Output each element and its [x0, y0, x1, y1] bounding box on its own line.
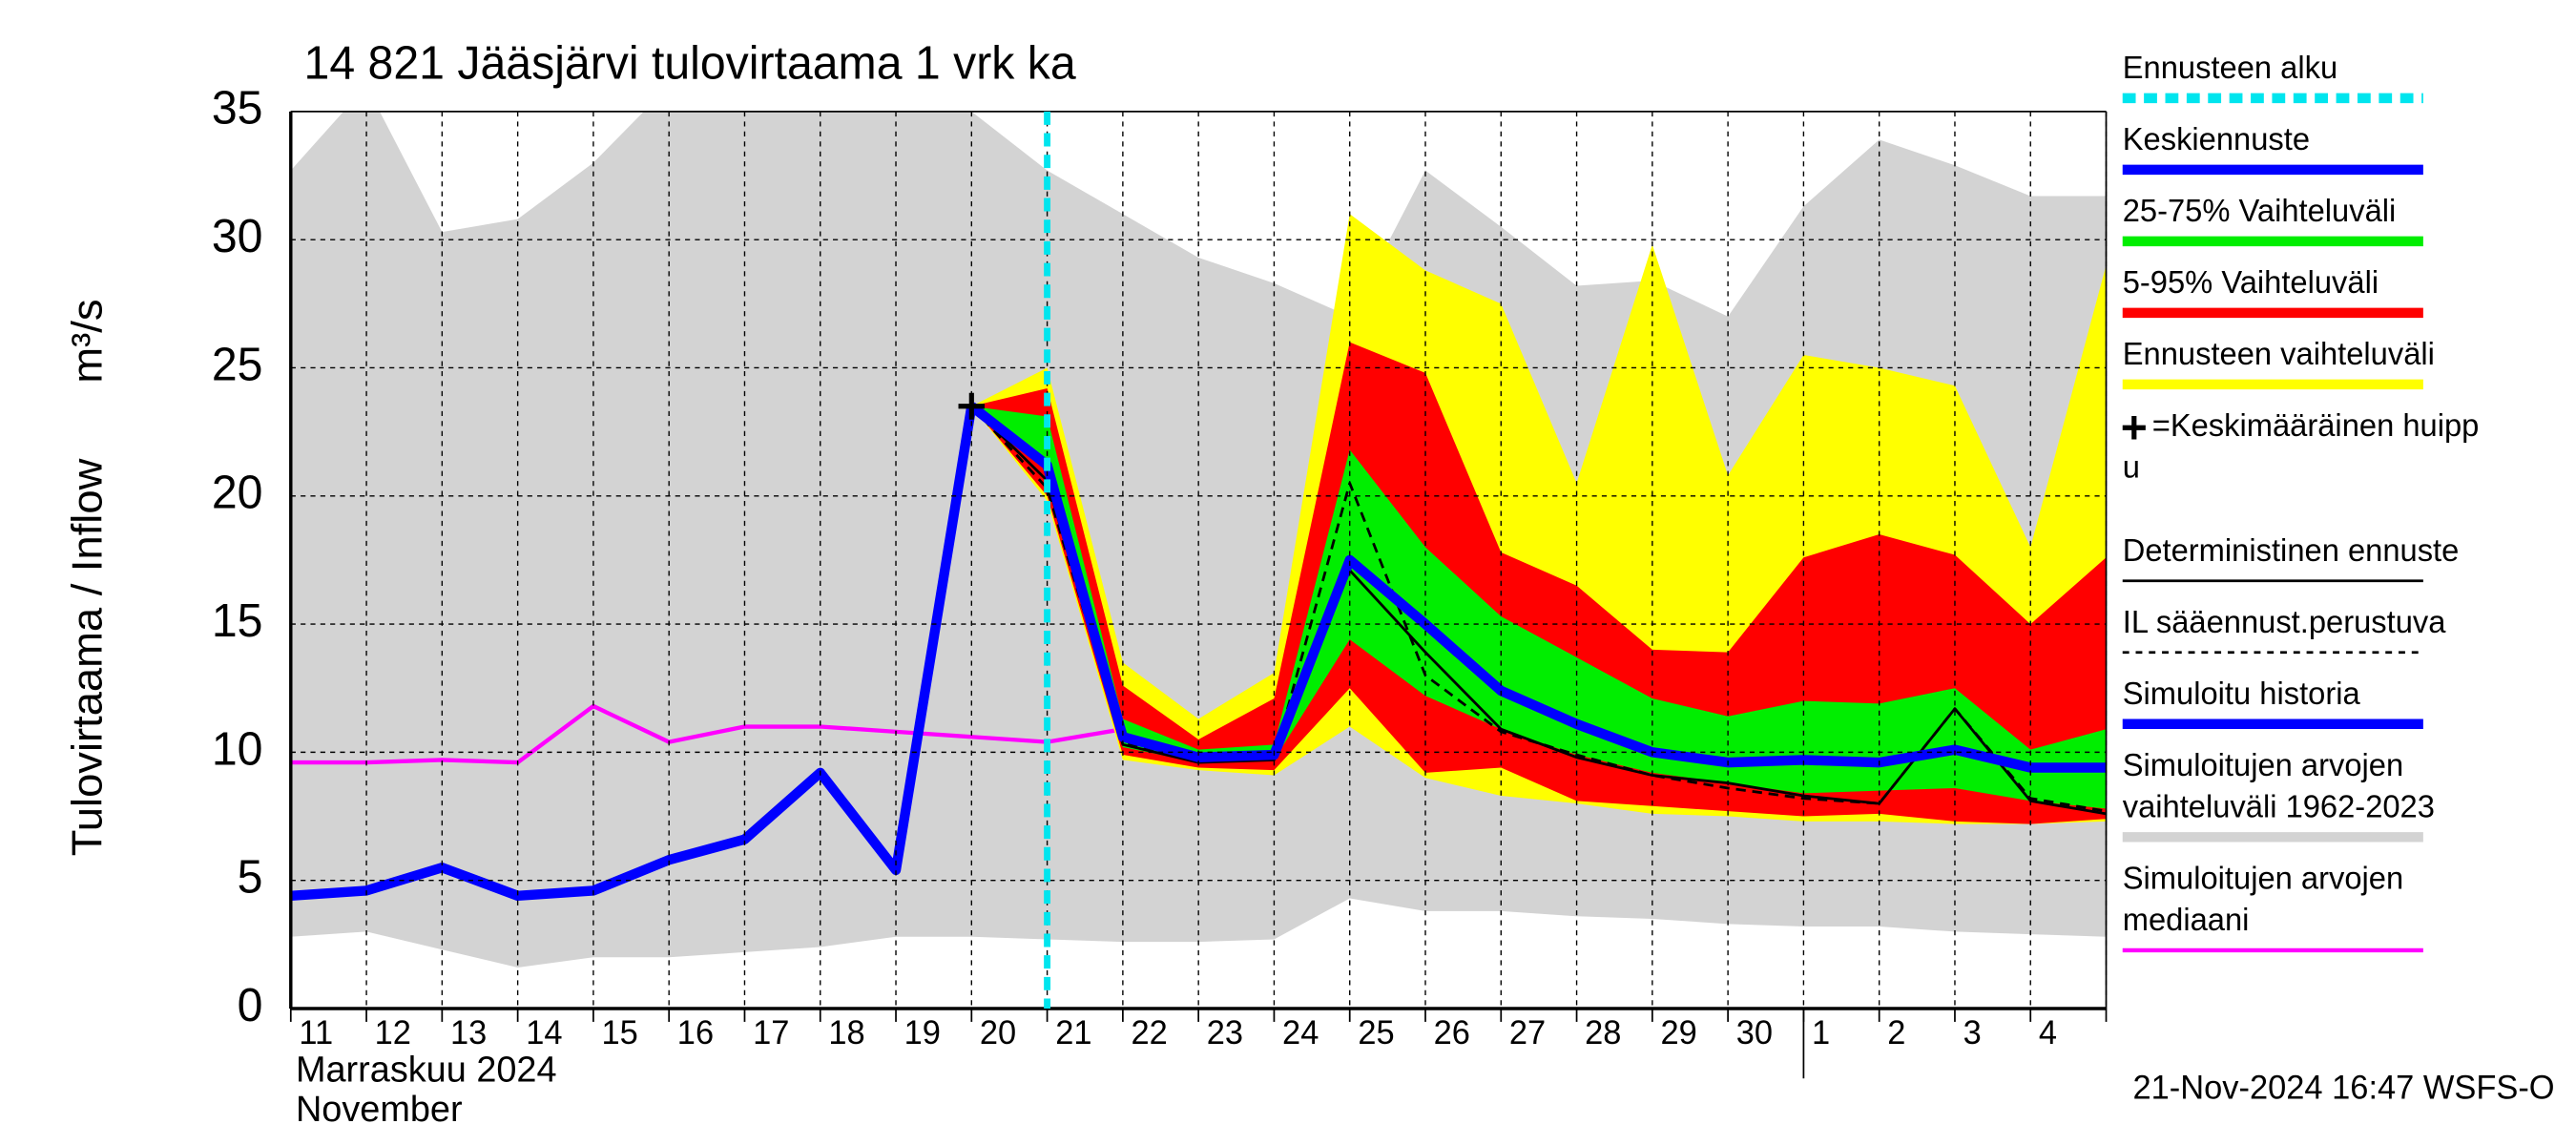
x-tick-label: 4	[2039, 1015, 2057, 1051]
x-tick-label: 13	[450, 1015, 487, 1051]
y-tick-label: 30	[212, 211, 263, 262]
peak-marker	[958, 392, 986, 420]
chart-title: 14 821 Jääsjärvi tulovirtaama 1 vrk ka	[304, 37, 1076, 89]
x-tick-label: 29	[1660, 1015, 1696, 1051]
x-tick-label: 12	[375, 1015, 411, 1051]
x-tick-label: 28	[1585, 1015, 1621, 1051]
series-line	[290, 405, 977, 902]
series-line	[968, 402, 2107, 773]
x-tick-label: 30	[1736, 1015, 1773, 1051]
legend: Ennusteen alku Keskiennuste 25-75% Vaihtel…	[2122, 50, 2480, 953]
x-tick-label: 22	[1131, 1015, 1167, 1051]
x-tick-label: 19	[904, 1015, 941, 1051]
x-tick-label: 11	[299, 1015, 333, 1051]
y-tick-label: 5	[238, 851, 263, 903]
x-tick-label: 3	[1963, 1015, 1982, 1051]
x-tick-label: 14	[526, 1015, 562, 1051]
x-tick-label: 17	[753, 1015, 789, 1051]
y-tick-label: 25	[212, 339, 263, 390]
legend-label: 5-95% Vaihteluväli	[2123, 264, 2379, 300]
y-tick-label: 0	[238, 980, 263, 1031]
x-tick-label: 15	[602, 1015, 638, 1051]
legend-label: Keskiennuste	[2123, 121, 2310, 156]
legend-label: Ennusteen alku	[2123, 50, 2337, 85]
legend-label: mediaani	[2123, 902, 2250, 937]
legend-label: Simuloitujen arvojen	[2123, 747, 2403, 782]
x-tick-label: 21	[1055, 1015, 1091, 1051]
legend-label: IL sääennust.perustuva	[2123, 604, 2446, 639]
y-axis-unit: m³/s	[63, 299, 112, 383]
legend-label: Simuloitujen arvojen	[2123, 860, 2403, 895]
x-tick-label: 23	[1207, 1015, 1243, 1051]
legend-label: 25-75% Vaihteluväli	[2123, 193, 2397, 228]
x-tick-label: 1	[1812, 1015, 1830, 1051]
x-tick-label: 25	[1358, 1015, 1394, 1051]
y-tick-label: 35	[212, 82, 263, 134]
x-tick-label: 20	[980, 1015, 1016, 1051]
legend-label: u	[2123, 448, 2140, 484]
x-axis-label: November	[296, 1089, 463, 1130]
legend-label: vaihteluväli 1962-2023	[2123, 788, 2435, 823]
x-tick-label: 2	[1887, 1015, 1905, 1051]
x-tick-label: 26	[1434, 1015, 1470, 1051]
x-axis-label: Marraskuu 2024	[296, 1049, 557, 1090]
legend-symbol	[2122, 416, 2146, 440]
x-tick-label: 27	[1509, 1015, 1546, 1051]
footer: 21-Nov-2024 16:47 WSFS-O	[2133, 1070, 2555, 1106]
x-tick-label: 18	[828, 1015, 864, 1051]
x-tick-label: 24	[1282, 1015, 1319, 1051]
legend-label: Ennusteen vaihteluväli	[2123, 336, 2435, 371]
legend-label: Simuloitu historia	[2123, 676, 2361, 711]
y-tick-label: 10	[212, 723, 263, 775]
legend-label: =Keskimääräinen huipp	[2152, 407, 2480, 443]
x-tick-label: 16	[677, 1015, 714, 1051]
y-tick-label: 15	[212, 595, 263, 647]
range-band	[971, 406, 2107, 809]
y-axis-label: Tulovirtaama / Inflow	[63, 458, 112, 856]
legend-label: Deterministinen ennuste	[2123, 532, 2460, 568]
y-tick-label: 20	[212, 467, 263, 518]
